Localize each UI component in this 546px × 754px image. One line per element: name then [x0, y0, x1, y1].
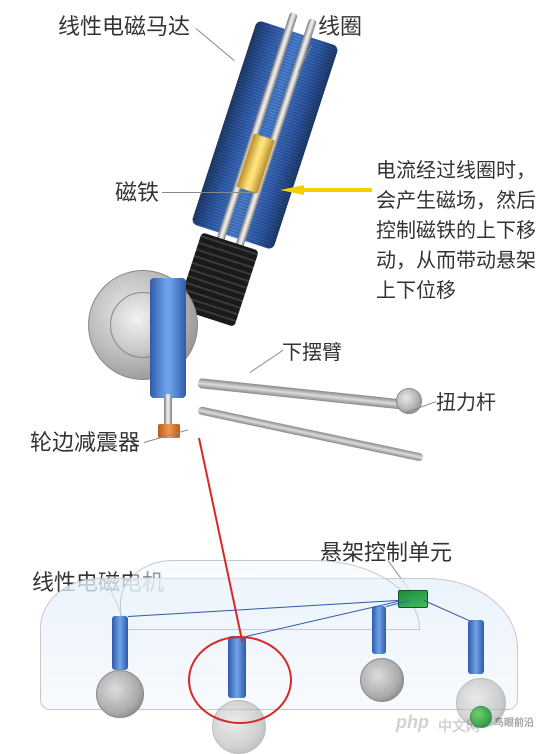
label-magnet: 磁铁	[115, 176, 159, 209]
torsion-bar-graphic	[197, 406, 424, 462]
car-shock-3	[372, 606, 386, 654]
side-shock-rod	[164, 394, 172, 428]
car-shock-4	[468, 620, 484, 674]
car-shock-1	[112, 616, 128, 670]
watermark-php: php	[396, 712, 429, 733]
lower-arm-graphic	[197, 378, 407, 410]
car-wheel-fl	[96, 670, 144, 718]
magnet-arrow-icon	[280, 185, 304, 195]
side-shock-body	[150, 278, 186, 398]
leader-lower-arm	[250, 350, 284, 373]
car-wheel-rl	[360, 658, 404, 702]
label-coil: 线圈	[318, 10, 362, 43]
leader-magnet	[162, 192, 256, 193]
label-wheel-shock: 轮边减震器	[30, 426, 140, 459]
magnet-arrow-tail	[302, 188, 372, 192]
label-lower-arm: 下摆臂	[282, 338, 342, 368]
label-description: 电流经过线圈时，会产生磁场，然后控制磁铁的上下移动，从而带动悬架上下位移	[376, 156, 542, 306]
label-torsion-bar: 扭力杆	[436, 388, 496, 418]
coil-stripes	[191, 20, 339, 250]
leader-linear-motor	[196, 28, 235, 61]
watermark-small: 鸟眼前沿	[494, 714, 534, 729]
coil-body	[191, 20, 339, 250]
watermark-badge-icon	[470, 706, 492, 728]
label-linear-motor: 线性电磁马达	[58, 10, 190, 43]
red-highlight-circle	[188, 636, 292, 724]
